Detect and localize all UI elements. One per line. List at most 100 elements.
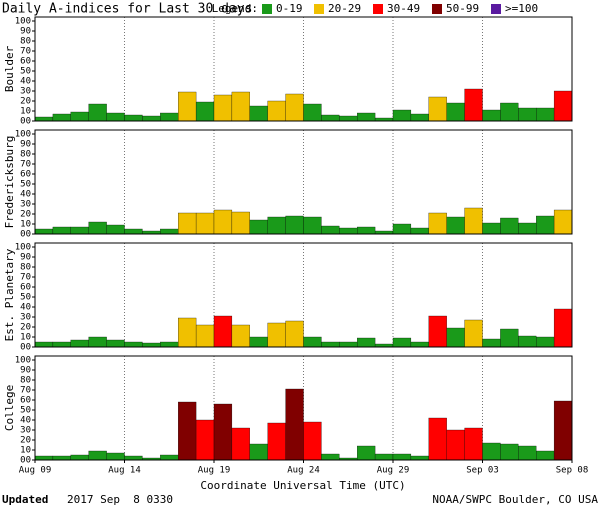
bar [303, 336, 322, 348]
bar [482, 338, 501, 348]
y-tick-label: 10 [20, 107, 31, 117]
y-tick-label: 80 [20, 263, 31, 273]
y-tick-label: 20 [20, 323, 31, 333]
legend-label: 0-19 [276, 2, 303, 15]
bar [446, 429, 465, 461]
bar [124, 228, 143, 235]
bar [285, 93, 304, 122]
bar [410, 227, 429, 235]
x-axis-label: Coordinate Universal Time (UTC) [200, 479, 405, 492]
bar [249, 219, 268, 235]
bar [52, 455, 71, 461]
bar [178, 212, 197, 235]
bar [52, 113, 71, 122]
y-tick-label: 50 [20, 406, 31, 416]
bar [518, 107, 537, 122]
bar [52, 226, 71, 235]
y-tick-label: 90 [20, 366, 31, 376]
panel-frame [34, 16, 573, 122]
bar [339, 115, 358, 122]
bar [518, 335, 537, 348]
y-tick-label: 40 [20, 77, 31, 87]
bar [267, 216, 286, 235]
bar [213, 209, 233, 235]
bar [88, 103, 107, 122]
bar [124, 455, 143, 461]
y-tick-label: 20 [20, 97, 31, 107]
y-tick-label: 00 [20, 456, 31, 466]
bar [464, 319, 483, 348]
panel-frame [34, 129, 573, 235]
bar [536, 450, 555, 461]
bar [428, 417, 447, 461]
bar [482, 222, 501, 235]
bar [553, 400, 573, 461]
legend-swatch [262, 4, 272, 14]
panel-label: Boulder [3, 45, 16, 92]
bar [536, 336, 555, 348]
bar [267, 322, 286, 348]
y-tick-label: 70 [20, 47, 31, 57]
source: NOAA/SWPC Boulder, CO USA [432, 493, 598, 506]
bar [231, 211, 250, 235]
legend-swatch [373, 4, 383, 14]
bar [70, 454, 89, 461]
bar [303, 216, 322, 235]
bar [428, 96, 447, 122]
y-tick-label: 100 [15, 130, 31, 140]
bar [88, 336, 107, 348]
bar [142, 115, 161, 122]
x-tick-label: Aug 14 [108, 466, 141, 476]
bar [124, 341, 143, 348]
bar [34, 341, 54, 348]
y-tick-label: 60 [20, 57, 31, 67]
y-tick-label: 60 [20, 170, 31, 180]
bar [249, 443, 268, 461]
y-tick-label: 20 [20, 436, 31, 446]
bar [500, 443, 519, 461]
bar [160, 112, 179, 122]
legend-title: Legend: [212, 2, 258, 15]
bar [231, 324, 250, 348]
bar [536, 215, 555, 235]
bar [553, 90, 573, 122]
bar [231, 91, 250, 122]
legend-label: 20-29 [328, 2, 361, 15]
y-tick-label: 70 [20, 386, 31, 396]
y-tick-label: 90 [20, 27, 31, 37]
bar [160, 228, 179, 235]
legend-label: 50-99 [446, 2, 479, 15]
bar [124, 114, 143, 122]
bar [178, 401, 197, 461]
bar [178, 317, 197, 348]
bar [357, 445, 376, 461]
bar [303, 421, 322, 461]
bar [410, 113, 429, 122]
bar [106, 224, 125, 235]
bar [231, 427, 250, 461]
bar [321, 225, 340, 235]
bar [213, 94, 233, 122]
bar [428, 315, 447, 348]
bar [160, 454, 179, 461]
chart-title: Daily A-indices for Last 30 days [2, 2, 252, 17]
bar [52, 341, 71, 348]
y-tick-label: 80 [20, 376, 31, 386]
panel-label: College [3, 385, 16, 431]
y-tick-label: 10 [20, 333, 31, 343]
x-tick-label: Sep 08 [556, 466, 589, 476]
y-tick-label: 80 [20, 150, 31, 160]
y-tick-label: 50 [20, 180, 31, 190]
bar [357, 112, 376, 122]
bar [446, 216, 465, 235]
bar [195, 324, 215, 348]
bar [249, 105, 268, 122]
x-tick-label: Aug 24 [287, 466, 320, 476]
y-tick-label: 80 [20, 37, 31, 47]
bar [392, 453, 412, 461]
x-tick-label: Sep 03 [466, 466, 499, 476]
y-tick-label: 20 [20, 210, 31, 220]
legend-swatch [491, 4, 501, 14]
updated-date: 2017 Sep 8 0330 [67, 493, 173, 506]
